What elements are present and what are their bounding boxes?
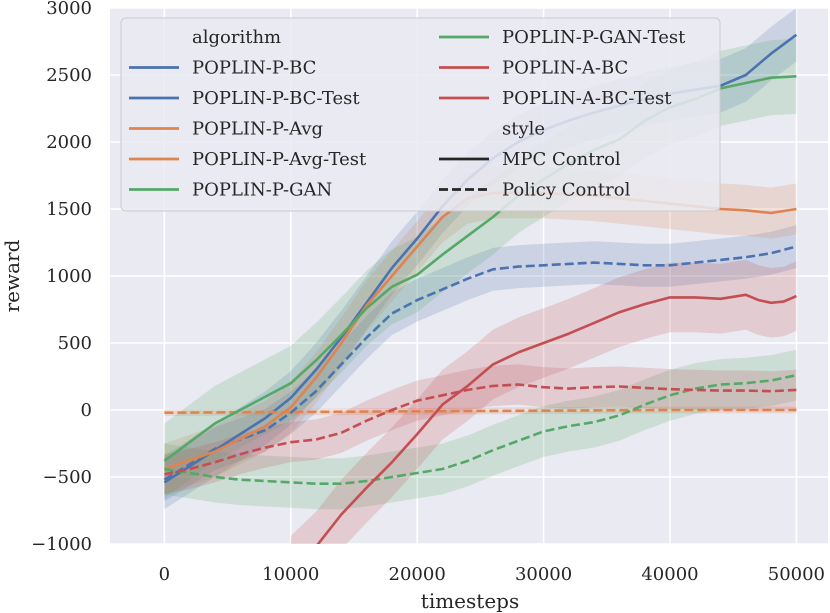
- x-tick-label: 40000: [641, 564, 698, 585]
- legend-entry-3: POPLIN-P-Avg-Test: [192, 149, 367, 170]
- y-tick-label: −1000: [31, 534, 92, 555]
- series-band-5: [164, 349, 797, 510]
- legend-header-style: style: [502, 119, 545, 140]
- x-tick-label: 30000: [515, 564, 572, 585]
- legend-entry-6: POPLIN-A-BC: [502, 58, 628, 79]
- y-tick-label: 1500: [46, 199, 92, 220]
- series-band-6: [290, 259, 797, 544]
- y-axis-ticks: −1000 −500 0 500 1000 1500 2000 2500 3000: [31, 0, 92, 555]
- legend-entry-5: POPLIN-P-GAN-Test: [502, 27, 686, 48]
- legend-box: [120, 17, 721, 212]
- series-line-3: [164, 408, 797, 414]
- series-line-7: [164, 383, 797, 476]
- legend-entry-1: POPLIN-P-BC-Test: [192, 88, 360, 109]
- y-tick-label: 3000: [46, 0, 92, 19]
- legend-style-0: MPC Control: [502, 149, 621, 170]
- legend-style-1: Policy Control: [502, 180, 631, 201]
- legend: algorithm POPLIN-P-BC POPLIN-P-BC-Test POP…: [120, 17, 721, 212]
- legend-entry-0: POPLIN-P-BC: [192, 58, 316, 79]
- legend-entry-7: POPLIN-A-BC-Test: [502, 88, 672, 109]
- y-tick-label: 0: [81, 400, 92, 421]
- y-tick-label: 500: [58, 333, 92, 354]
- legend-header-algorithm: algorithm: [192, 27, 281, 48]
- legend-entry-4: POPLIN-P-GAN: [192, 180, 332, 201]
- series-line-6: [316, 293, 797, 544]
- series-lines: [163, 33, 798, 544]
- y-tick-label: 2500: [46, 65, 92, 86]
- series-band-1: [164, 225, 797, 502]
- x-axis-ticks: 0 10000 20000 30000 40000 50000: [159, 564, 825, 585]
- x-axis-label: timesteps: [421, 589, 519, 613]
- x-tick-label: 10000: [262, 564, 319, 585]
- series-band-2: [164, 167, 797, 495]
- x-tick-label: 50000: [768, 564, 825, 585]
- legend-entry-2: POPLIN-P-Avg: [192, 119, 323, 140]
- y-tick-label: −500: [43, 467, 92, 488]
- y-axis-label: reward: [0, 239, 24, 312]
- x-tick-label: 0: [159, 564, 170, 585]
- y-tick-label: 1000: [46, 266, 92, 287]
- x-tick-label: 20000: [389, 564, 446, 585]
- series-line-1: [163, 245, 797, 481]
- y-tick-label: 2000: [46, 132, 92, 153]
- series-band-7: [164, 364, 797, 495]
